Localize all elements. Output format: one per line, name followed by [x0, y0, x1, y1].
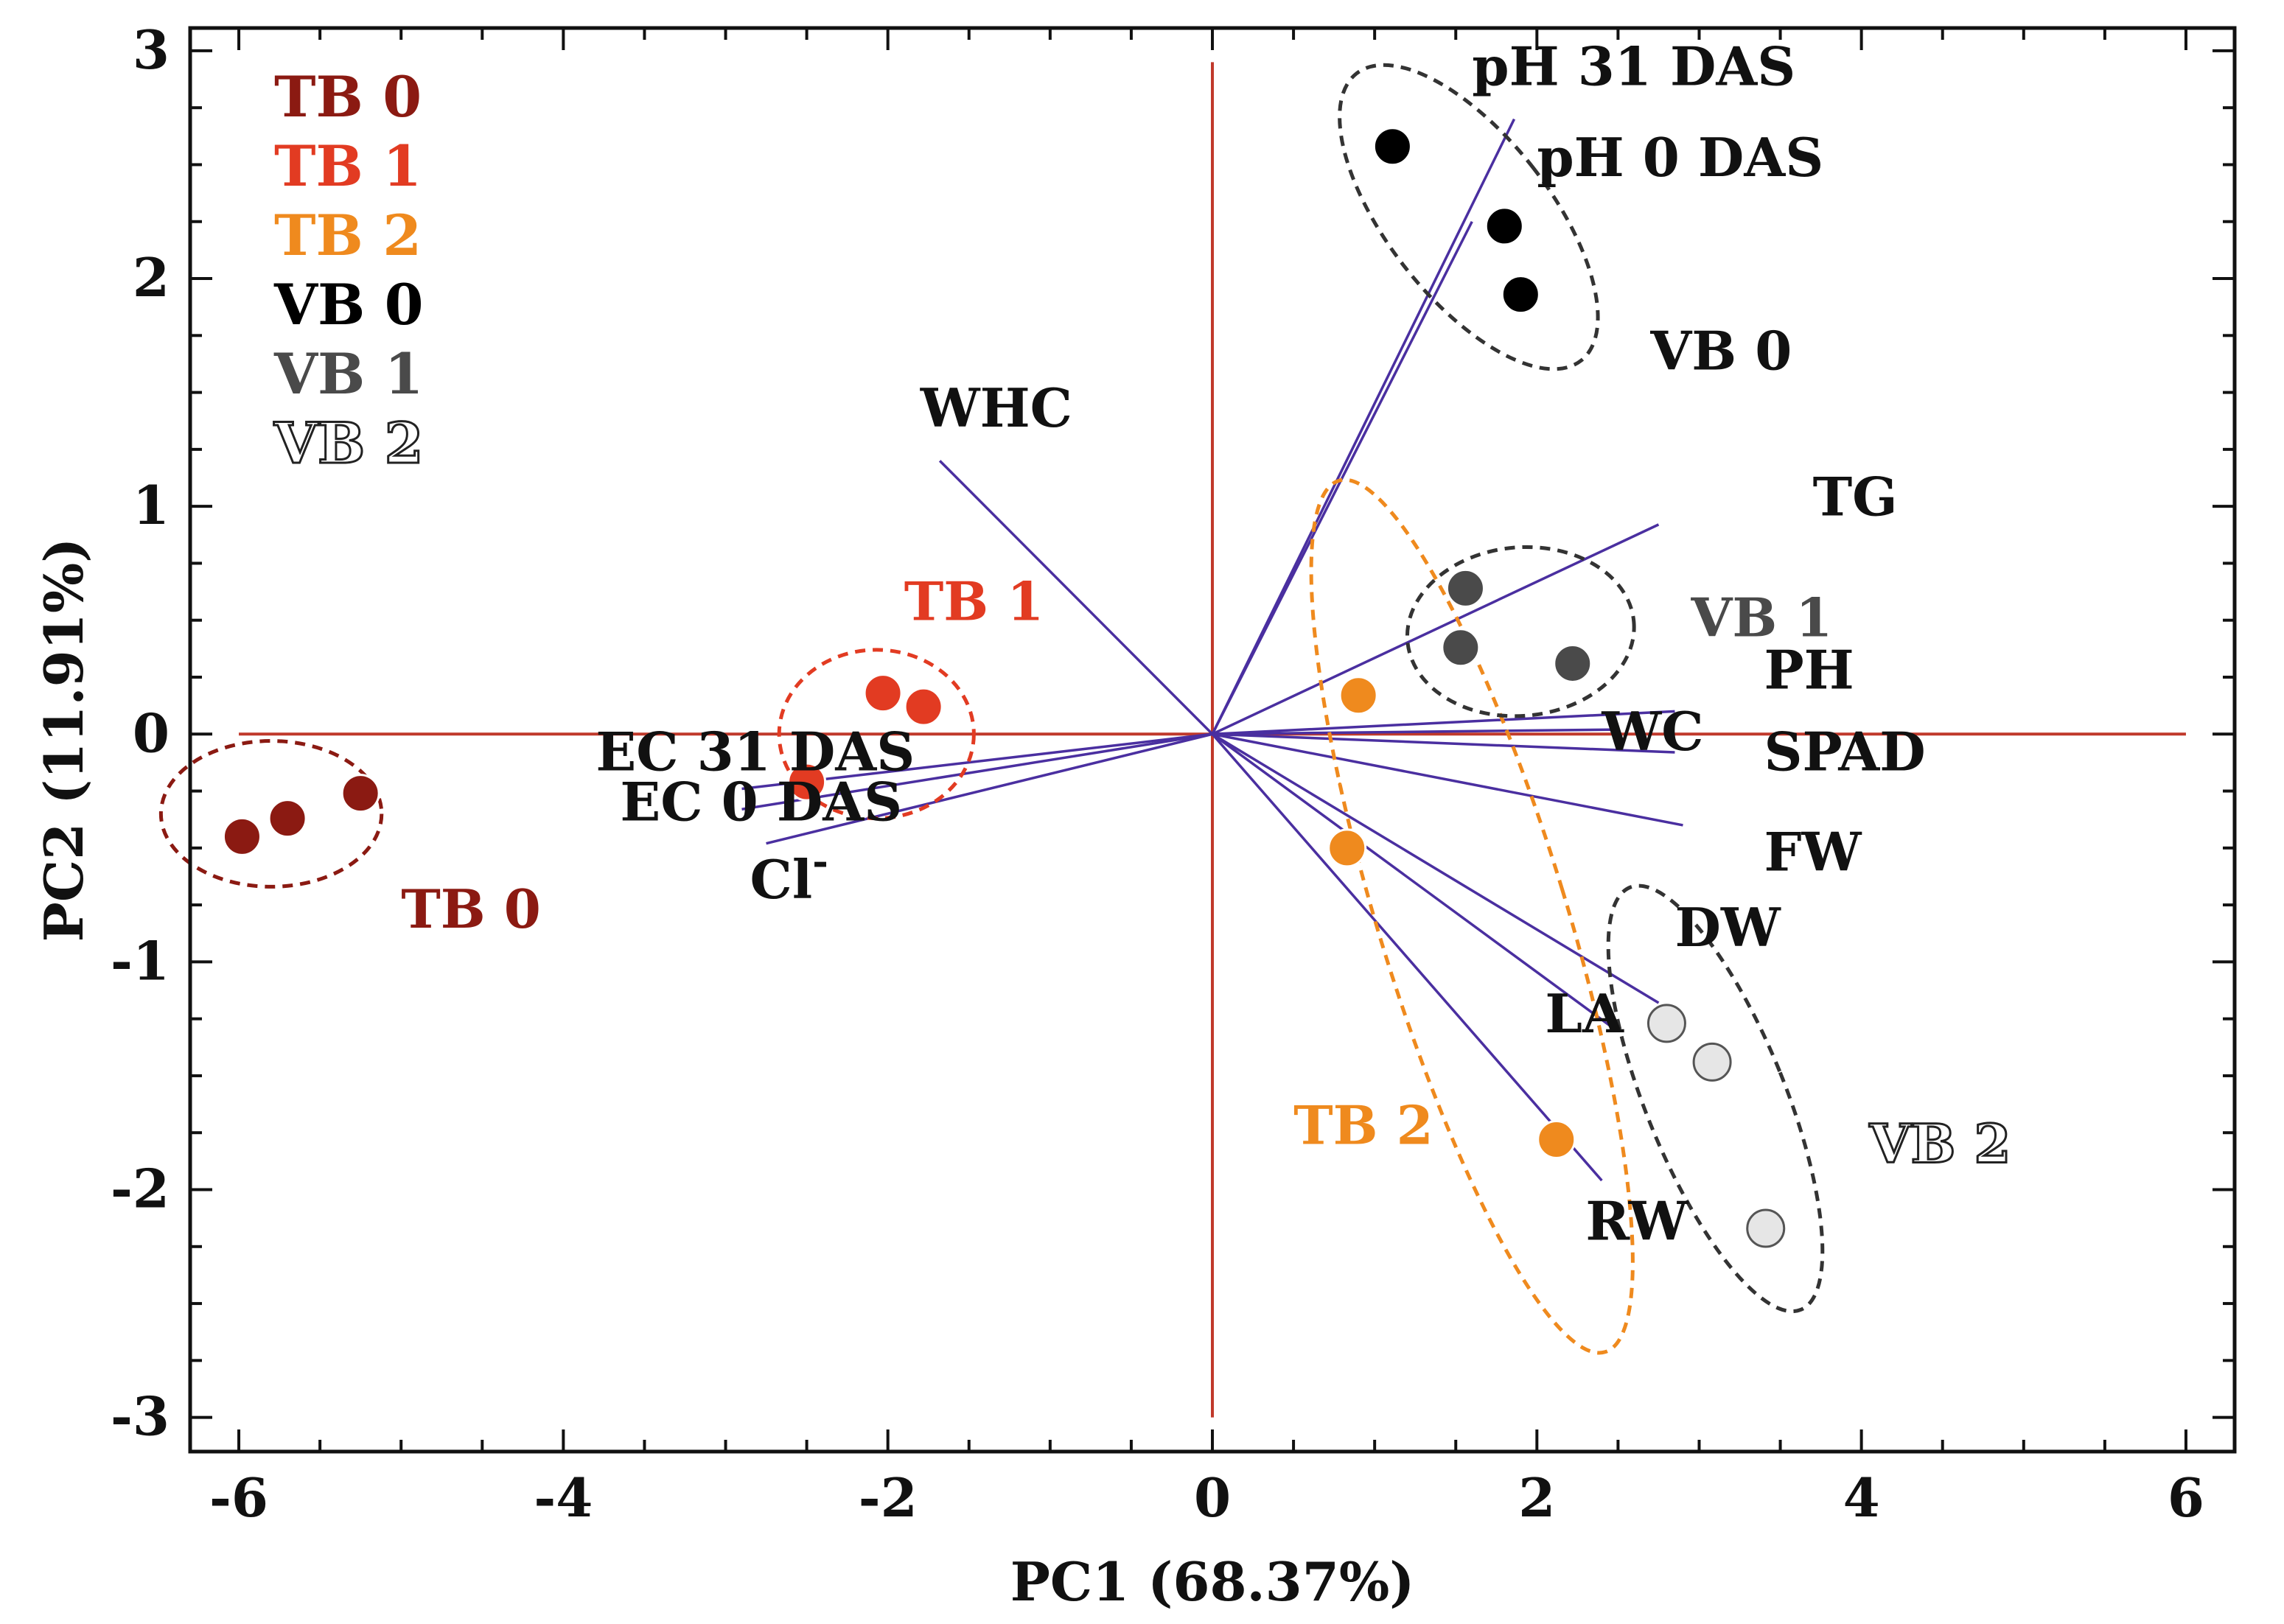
- loading-vector-wc: [1212, 728, 1618, 736]
- loading-vector-tg: [1212, 523, 1660, 735]
- point-tb-2-3: [1537, 1120, 1576, 1160]
- loading-vector-ph-0-das: [1211, 220, 1473, 735]
- loading-vector-ph: [1212, 710, 1675, 736]
- point-tb-2-2: [1327, 828, 1367, 868]
- loading-vector-rw: [1211, 733, 1603, 1182]
- y-tick-label: 1: [133, 474, 170, 536]
- y-tick-label: -2: [111, 1158, 170, 1220]
- point-vb-0-3: [1501, 275, 1540, 315]
- axis-ticks: -6 -4 -2 0 2 4 6 -3 -2 -1 0 1 2 3: [111, 18, 2235, 1529]
- legend-entry-vb-0: VB 0: [273, 272, 424, 337]
- legend-entry-tb-2: TB 2: [274, 203, 422, 268]
- group-label-vb-0: VB 0: [1649, 320, 1792, 382]
- ellipse-tb-1: [777, 648, 976, 821]
- loading-label-wc: WC: [1601, 700, 1703, 763]
- group-label-tb-2: TB 2: [1293, 1094, 1433, 1157]
- legend-entry-tb-0: TB 0: [274, 64, 422, 130]
- loading-label-ph-0-das: pH 0 DAS: [1537, 126, 1823, 189]
- loading-vector-la: [1211, 732, 1611, 1027]
- y-tick-label: -3: [111, 1385, 170, 1448]
- loading-label-ec-31-das: EC 31 DAS: [596, 721, 915, 783]
- legend-entry-vb-1: VB 1: [273, 341, 424, 407]
- y-tick-label: 0: [133, 701, 170, 764]
- loading-vector-ec-0-das: [741, 732, 1213, 811]
- loading-label-cl: Cl-: [750, 839, 828, 911]
- loading-label-whc: WHC: [920, 377, 1072, 439]
- x-axis-label: PC1 (68.37%): [1010, 1550, 1415, 1613]
- point-tb-1-1: [787, 762, 827, 802]
- loading-label-dw: DW: [1674, 896, 1781, 959]
- point-tb-1-3: [904, 687, 943, 727]
- loading-label-spad: SPAD: [1764, 721, 1926, 783]
- legend-entry-tb-1: TB 1: [274, 133, 422, 199]
- x-tick-label: -2: [859, 1466, 918, 1529]
- y-tick-label: 3: [133, 18, 170, 81]
- group-label-tb-0: TB 0: [401, 878, 541, 940]
- loading-vector-fw: [1212, 732, 1683, 827]
- y-tick-label: 2: [133, 246, 170, 309]
- x-tick-label: 0: [1194, 1466, 1231, 1529]
- loading-vector-cl: [766, 732, 1213, 845]
- loading-label-ph: PH: [1764, 638, 1854, 701]
- group-ellipses: [158, 63, 1825, 1355]
- ellipse-vb-1: [1405, 545, 1636, 718]
- point-vb-1-2: [1441, 628, 1481, 668]
- loading-vector-whc: [938, 460, 1214, 735]
- point-tb-0-3: [340, 774, 380, 813]
- group-label-vb-2: VB 2: [1869, 1112, 2011, 1175]
- annotation-labels: pH 31 DAS pH 0 DAS WHC TG PH WC SPAD FW DW LA RW EC…: [401, 35, 2012, 1253]
- point-vb-2-3: [1746, 1208, 1786, 1248]
- group-label-tb-1: TB 1: [904, 570, 1044, 633]
- point-tb-0-2: [268, 799, 307, 839]
- loading-label-fw: FW: [1764, 821, 1862, 883]
- loading-vector-dw: [1212, 732, 1660, 1004]
- point-vb-1-3: [1553, 643, 1593, 683]
- x-tick-label: -4: [534, 1466, 593, 1529]
- legend-entry-vb-2: VB 2: [273, 410, 424, 476]
- point-vb-2-1: [1646, 1004, 1686, 1043]
- y-tick-label: -1: [111, 929, 170, 992]
- x-tick-label: 6: [2168, 1466, 2204, 1529]
- point-vb-0-2: [1484, 206, 1524, 246]
- loading-label-la: LA: [1545, 982, 1624, 1045]
- loading-vector-ph-31-das: [1211, 118, 1516, 735]
- loading-label-rw: RW: [1585, 1190, 1688, 1253]
- x-tick-label: -6: [209, 1466, 268, 1529]
- point-tb-1-2: [863, 673, 903, 713]
- loading-label-tg: TG: [1813, 466, 1898, 528]
- data-points: [222, 127, 1786, 1248]
- point-tb-2-1: [1338, 676, 1378, 715]
- point-tb-0-1: [222, 816, 262, 856]
- ellipse-tb-2: [1309, 477, 1635, 1355]
- loading-label-superscript: -: [812, 839, 828, 884]
- point-vb-2-2: [1692, 1042, 1732, 1082]
- x-tick-label: 4: [1843, 1466, 1880, 1529]
- ellipse-vb-0: [1338, 63, 1600, 371]
- x-tick-label: 2: [1518, 1466, 1555, 1529]
- legend: TB 0TB 1TB 2VB 0VB 1VB 2: [273, 64, 425, 477]
- group-label-vb-1: VB 1: [1690, 586, 1832, 648]
- loading-vector-spad: [1212, 732, 1675, 754]
- y-axis-label: PC2 (11.91%): [32, 538, 95, 942]
- loading-label-ph-31-das: pH 31 DAS: [1472, 35, 1795, 97]
- point-vb-1-1: [1445, 568, 1485, 608]
- ellipse-tb-0: [158, 739, 384, 889]
- point-vb-0-1: [1372, 127, 1412, 167]
- loading-label-ec-0-das: EC 0 DAS: [620, 771, 902, 833]
- ellipse-vb-2: [1606, 883, 1825, 1314]
